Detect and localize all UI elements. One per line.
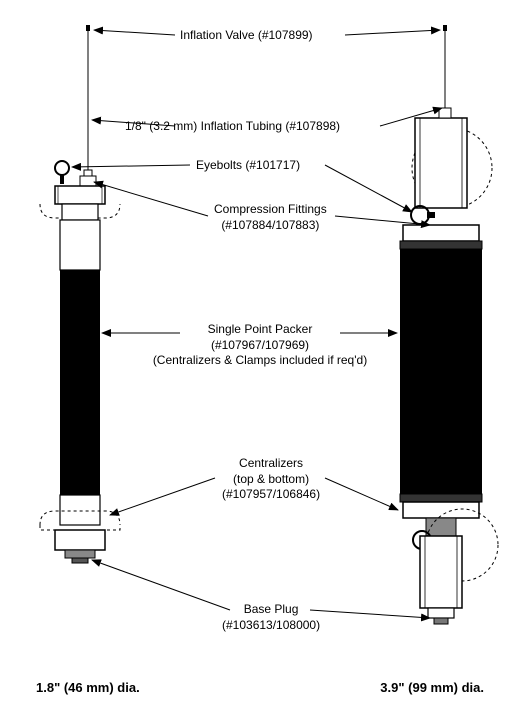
right-packer: [400, 25, 498, 624]
label-eyebolts: Eyebolts (#101717): [196, 158, 300, 174]
label-inflation-tubing: 1/8" (3.2 mm) Inflation Tubing (#107898): [125, 119, 340, 135]
label-right-dia: 3.9" (99 mm) dia.: [380, 680, 484, 695]
label-left-dia: 1.8" (46 mm) dia.: [36, 680, 140, 695]
label-inflation-valve: Inflation Valve (#107899): [180, 28, 313, 44]
label-single-point-packer: Single Point Packer (#107967/107969) (Ce…: [140, 322, 380, 369]
label-centralizers: Centralizers (top & bottom) (#107957/106…: [222, 456, 320, 503]
label-base-plug: Base Plug (#103613/108000): [222, 602, 320, 633]
label-compression-fittings: Compression Fittings (#107884/107883): [214, 202, 327, 233]
left-packer: [40, 25, 120, 563]
